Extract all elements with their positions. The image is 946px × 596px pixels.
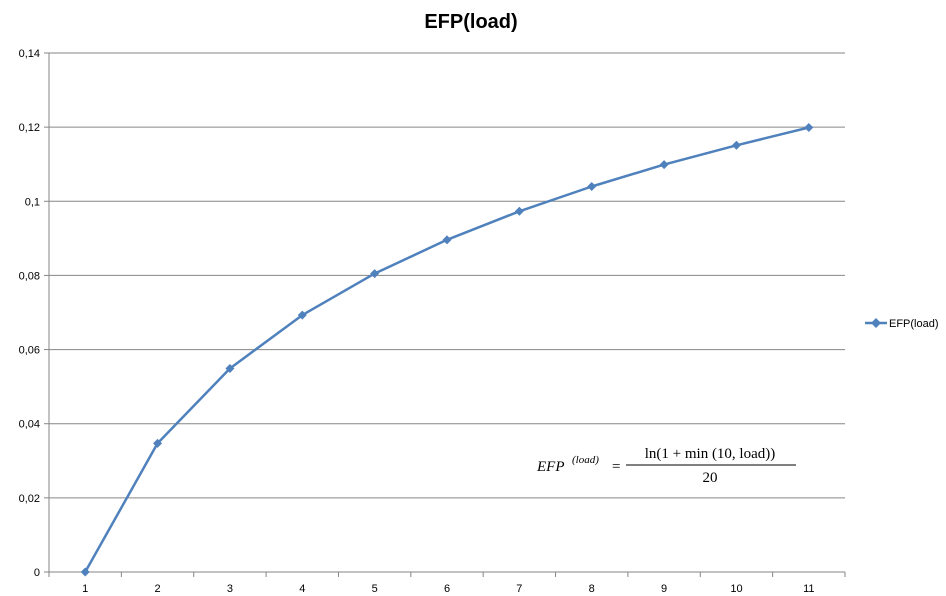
- formula-lhs: EFP: [536, 459, 565, 475]
- x-tick-label: 6: [444, 583, 450, 595]
- formula-numerator: ln(1 + min (10, load)): [645, 446, 776, 462]
- x-tick-label: 7: [516, 583, 522, 595]
- legend: EFP(load): [865, 318, 939, 330]
- series-group: [80, 123, 814, 577]
- formula-lhs-superscript: (load): [572, 454, 599, 466]
- legend-marker: [871, 318, 881, 328]
- data-point: [587, 181, 597, 191]
- data-point: [731, 140, 741, 150]
- y-tick-label: 0,06: [19, 345, 40, 357]
- formula-denominator: 20: [703, 470, 718, 486]
- x-tick-label: 8: [589, 583, 595, 595]
- x-tick-label: 11: [803, 583, 814, 595]
- y-axis-ticks: 0 0,02 0,04 0,06 0,08 0,1 0,12 0,14: [19, 48, 40, 579]
- data-point: [804, 123, 814, 133]
- x-tick-label: 10: [730, 583, 742, 595]
- data-point: [514, 206, 524, 216]
- x-tick-label: 1: [82, 583, 88, 595]
- axes: [48, 53, 845, 573]
- x-tick-label: 4: [299, 583, 305, 595]
- x-axis-ticks: 1 2 3 4 5 6 7 8 9 10 11: [48, 572, 846, 595]
- y-tick-label: 0,1: [25, 196, 40, 208]
- data-point: [370, 269, 380, 279]
- data-point: [442, 235, 452, 245]
- data-point: [659, 160, 669, 170]
- y-tick-label: 0,08: [19, 270, 40, 282]
- x-tick-label: 9: [661, 583, 667, 595]
- y-tick-label: 0,14: [19, 48, 40, 60]
- y-tick-label: 0,04: [19, 419, 40, 431]
- legend-label: EFP(load): [889, 318, 939, 330]
- x-tick-label: 3: [227, 583, 233, 595]
- chart-title: EFP(load): [424, 11, 517, 33]
- y-tick-label: 0,02: [19, 493, 40, 505]
- data-point: [80, 567, 90, 577]
- data-point: [153, 438, 163, 448]
- y-tick-label: 0: [34, 567, 40, 579]
- data-point: [225, 363, 235, 373]
- formula-equals: =: [612, 459, 620, 475]
- data-point: [297, 310, 307, 320]
- gridlines: [44, 52, 845, 573]
- y-tick-label: 0,12: [19, 122, 40, 134]
- x-tick-label: 5: [372, 583, 378, 595]
- formula-annotation: EFP (load) = ln(1 + min (10, load)) 20: [536, 446, 796, 486]
- x-tick-label: 2: [154, 583, 160, 595]
